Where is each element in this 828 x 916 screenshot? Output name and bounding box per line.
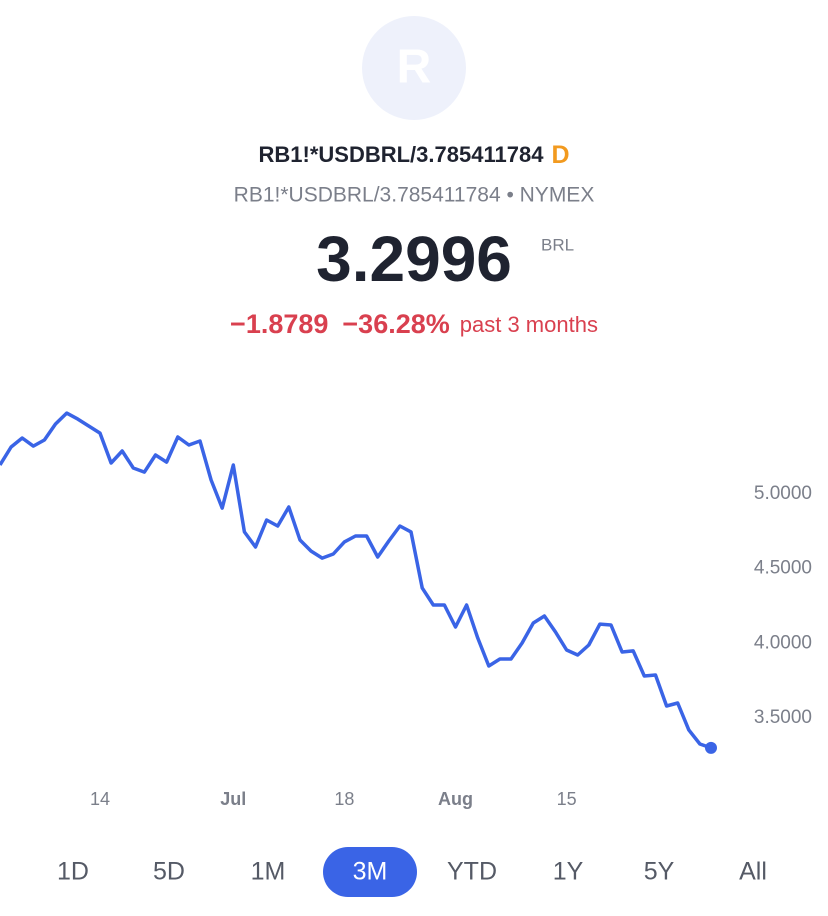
y-tick-label: 4.0000	[754, 632, 812, 653]
tab-button[interactable]: 5D	[153, 858, 185, 886]
timeframe-tabs: 1D 5D 1M 3M YTD 1Y 5Y All	[57, 847, 767, 897]
x-tick-label: Jul	[220, 789, 246, 809]
logo	[362, 16, 466, 120]
symbol: RB1!*USDBRL/3.785411784	[259, 142, 545, 167]
change-line: −1.8789 −36.28% past 3 months	[230, 309, 598, 339]
x-tick-label: 15	[557, 789, 577, 809]
tab-button[interactable]: 1M	[251, 858, 286, 886]
last-point	[705, 741, 717, 754]
price: 3.2996	[316, 223, 512, 295]
currency: BRL	[541, 235, 574, 254]
tab-button[interactable]: 3M	[353, 858, 388, 886]
y-tick-label: 5.0000	[754, 483, 812, 504]
tab-button[interactable]: 1D	[57, 858, 89, 886]
x-tick-label: 18	[334, 789, 354, 809]
chart: 3.5000 4.0000 4.5000 5.0000 14 Jul 18 Aug 15	[0, 411, 812, 809]
title-line: RB1!*USDBRL/3.785411784 D	[259, 141, 570, 169]
change-percent: −36.28%	[342, 309, 449, 339]
badge: D	[551, 141, 569, 169]
tab-button[interactable]: 5Y	[644, 858, 675, 886]
x-tick-label: 14	[90, 789, 110, 809]
change: −1.8789	[230, 309, 328, 339]
logo-letter: R	[397, 41, 432, 94]
period: past 3 months	[460, 312, 598, 337]
x-tick-label: Aug	[438, 789, 473, 809]
tab-button[interactable]: 1Y	[553, 858, 584, 886]
y-tick-label: 3.5000	[754, 707, 812, 728]
selected-tab[interactable]	[323, 847, 417, 897]
tab-button[interactable]: All	[739, 858, 767, 886]
subtitle: RB1!*USDBRL/3.785411784 • NYMEX	[234, 184, 595, 207]
price-line	[0, 411, 712, 750]
tab-button[interactable]: YTD	[447, 858, 497, 886]
y-tick-label: 4.5000	[754, 558, 812, 579]
